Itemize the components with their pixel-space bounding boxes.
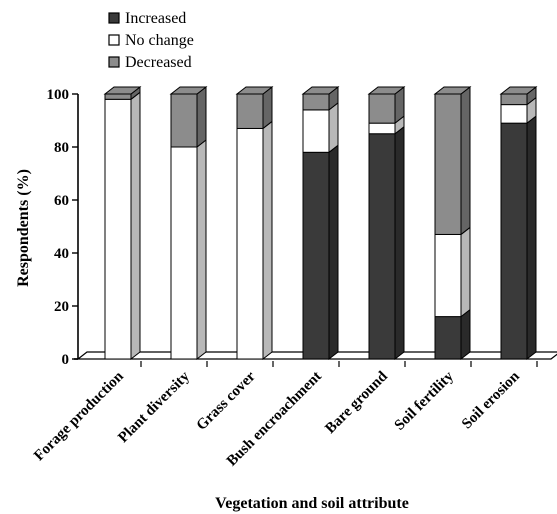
bar-side-increased	[394, 125, 405, 361]
bar-segment-no-change	[368, 122, 396, 135]
bar-side-increased	[460, 308, 471, 361]
y-tick-label: 80	[54, 140, 69, 156]
bar-segment-decreased	[236, 93, 264, 129]
x-tick-label: Bare ground	[322, 368, 391, 437]
y-tick-label: 100	[47, 87, 70, 103]
x-tick-label: Forage production	[31, 368, 127, 464]
bar-top	[235, 86, 274, 95]
y-tick-label: 60	[54, 193, 69, 209]
legend-swatch	[108, 12, 120, 24]
bar-side-no-change	[196, 138, 207, 361]
legend-item-no-change: No change	[108, 32, 194, 49]
bar-group-bush-encroachment	[301, 85, 340, 361]
y-tick-label: 20	[54, 299, 69, 315]
bar-segment-increased	[434, 316, 462, 360]
bar-top	[301, 86, 340, 95]
legend-label: Decreased	[125, 54, 192, 71]
bars	[103, 85, 538, 361]
x-tick-label: Plant diversity	[115, 368, 193, 446]
bar-group-bare-ground	[367, 85, 406, 361]
legend-item-decreased: Decreased	[108, 54, 192, 71]
y-tick-label: 0	[62, 352, 70, 368]
x-tick-label: Grass cover	[194, 368, 259, 433]
bar-segment-decreased	[170, 93, 198, 148]
bar-segment-decreased	[368, 93, 396, 124]
bar-segment-decreased	[434, 93, 462, 235]
bar-top	[103, 86, 142, 95]
bar-side-increased	[526, 115, 537, 361]
bar-segment-no-change	[434, 233, 462, 318]
bar-top	[433, 86, 472, 95]
bar-group-forage-production	[103, 85, 142, 361]
bar-segment-decreased	[104, 93, 132, 100]
legend-label: No change	[125, 32, 194, 49]
bar-segment-no-change	[500, 104, 528, 124]
bar-segment-increased	[302, 151, 330, 360]
bar-top	[169, 86, 208, 95]
bar-side-decreased	[196, 85, 207, 149]
bar-group-plant-diversity	[169, 85, 208, 361]
bar-side-decreased	[460, 85, 471, 236]
bar-side-no-change	[328, 101, 339, 154]
bar-side-no-change	[262, 120, 273, 361]
legend-item-increased: Increased	[108, 10, 186, 27]
bar-segment-no-change	[236, 127, 264, 360]
x-tick-label: Soil fertility	[392, 368, 458, 434]
legend: Increased No change Decreased	[108, 10, 194, 71]
legend-label: Increased	[125, 10, 186, 27]
bar-segment-increased	[500, 122, 528, 360]
y-tick-label: 40	[54, 246, 69, 262]
bar-group-grass-cover	[235, 85, 274, 361]
bar-group-soil-erosion	[499, 85, 538, 361]
y-axis-title: Respondents (%)	[15, 169, 32, 287]
bar-segment-decreased	[302, 93, 330, 111]
bar-side-no-change	[130, 91, 141, 361]
bar-side-no-change	[460, 226, 471, 318]
bar-segment-no-change	[104, 98, 132, 360]
bar-top	[367, 86, 406, 95]
bar-segment-no-change	[302, 109, 330, 153]
legend-swatch	[108, 56, 120, 68]
bar-segment-increased	[368, 133, 396, 360]
bar-top	[499, 86, 538, 95]
x-tick-label: Soil erosion	[459, 368, 523, 432]
x-axis-title: Vegetation and soil attribute	[215, 495, 409, 512]
bar-segment-no-change	[170, 146, 198, 360]
legend-swatch	[108, 34, 120, 46]
bar-side-increased	[328, 144, 339, 361]
bar-segment-decreased	[500, 93, 528, 106]
bar-group-soil-fertility	[433, 85, 472, 361]
